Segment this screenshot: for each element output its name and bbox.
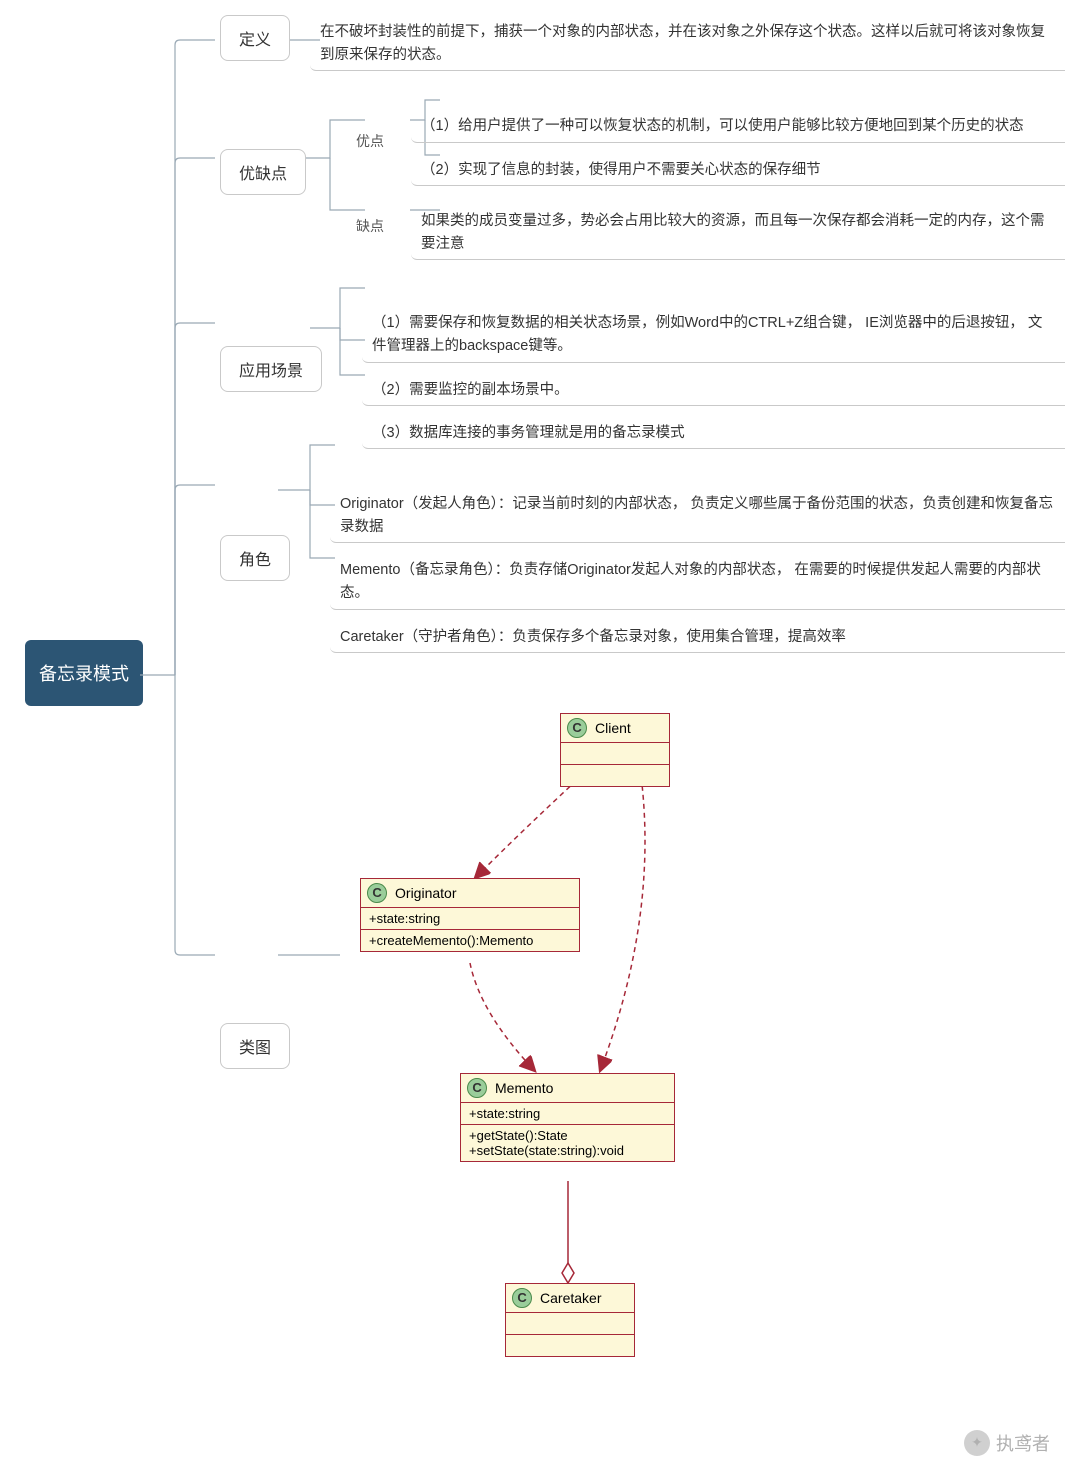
scenario-3: （3）数据库连接的事务管理就是用的备忘录模式 (362, 416, 1065, 449)
section-definition: 定义 在不破坏封装性的前提下，捕获一个对象的内部状态，并在该对象之外保存这个状态… (220, 15, 1065, 81)
sections-container: 定义 在不破坏封装性的前提下，捕获一个对象的内部状态，并在该对象之外保存这个状态… (220, 15, 1065, 1403)
watermark: ✦ 执鸢者 (964, 1430, 1050, 1456)
class-icon: C (467, 1078, 487, 1098)
pro-item-1: （1）给用户提供了一种可以恢复状态的机制，可以使用户能够比较方便地回到某个历史的… (411, 109, 1065, 142)
scenario-1: （1）需要保存和恢复数据的相关状态场景，例如Word中的CTRL+Z组合键， I… (362, 306, 1065, 362)
uml-originator-attrs: +state:string (361, 908, 579, 930)
root-node: 备忘录模式 (25, 640, 143, 706)
section-diagram: 类图 (220, 703, 1065, 1403)
roles-node: 角色 (220, 535, 290, 581)
class-icon: C (567, 718, 587, 738)
class-icon: C (512, 1288, 532, 1308)
uml-memento-methods: +getState():State +setState(state:string… (461, 1125, 674, 1161)
procon-node: 优缺点 (220, 149, 306, 195)
wechat-icon: ✦ (964, 1430, 990, 1456)
pros-label: 优点 (356, 109, 411, 151)
uml-client-attrs (561, 743, 669, 765)
uml-caretaker-methods (506, 1335, 634, 1356)
role-memento: Memento（备忘录角色）：负责存储Originator发起人对象的内部状态，… (330, 553, 1065, 609)
diagram-node: 类图 (220, 1023, 290, 1069)
uml-diagram: C Client C Originator +state:string +cre… (340, 703, 750, 1403)
pro-item-2: （2）实现了信息的封装，使得用户不需要关心状态的保存细节 (411, 153, 1065, 186)
definition-node: 定义 (220, 15, 290, 61)
uml-client: C Client (560, 713, 670, 787)
class-icon: C (367, 883, 387, 903)
uml-memento-name: Memento (495, 1080, 553, 1096)
root-label: 备忘录模式 (39, 664, 129, 684)
watermark-text: 执鸢者 (996, 1430, 1050, 1456)
role-originator: Originator（发起人角色）：记录当前时刻的内部状态， 负责定义哪些属于备… (330, 487, 1065, 543)
uml-originator-methods: +createMemento():Memento (361, 930, 579, 951)
uml-originator: C Originator +state:string +createMement… (360, 878, 580, 952)
scenario-2: （2）需要监控的副本场景中。 (362, 373, 1065, 406)
uml-memento-attrs: +state:string (461, 1103, 674, 1125)
con-item-1: 如果类的成员变量过多，势必会占用比较大的资源，而且每一次保存都会消耗一定的内存，… (411, 204, 1065, 260)
cons-label: 缺点 (356, 204, 411, 236)
uml-memento: C Memento +state:string +getState():Stat… (460, 1073, 675, 1162)
uml-caretaker: C Caretaker (505, 1283, 635, 1357)
definition-text: 在不破坏封装性的前提下，捕获一个对象的内部状态，并在该对象之外保存这个状态。这样… (310, 15, 1065, 71)
uml-caretaker-attrs (506, 1313, 634, 1335)
uml-client-methods (561, 765, 669, 786)
section-roles: 角色 Originator（发起人角色）：记录当前时刻的内部状态， 负责定义哪些… (220, 487, 1065, 663)
uml-originator-name: Originator (395, 885, 456, 901)
section-procon: 优缺点 优点 （1）给用户提供了一种可以恢复状态的机制，可以使用户能够比较方便地… (220, 109, 1065, 278)
section-scenarios: 应用场景 （1）需要保存和恢复数据的相关状态场景，例如Word中的CTRL+Z组… (220, 306, 1065, 459)
uml-client-name: Client (595, 720, 631, 736)
role-caretaker: Caretaker（守护者角色）：负责保存多个备忘录对象，使用集合管理，提高效率 (330, 620, 1065, 653)
uml-caretaker-name: Caretaker (540, 1290, 601, 1306)
scenarios-node: 应用场景 (220, 346, 322, 392)
